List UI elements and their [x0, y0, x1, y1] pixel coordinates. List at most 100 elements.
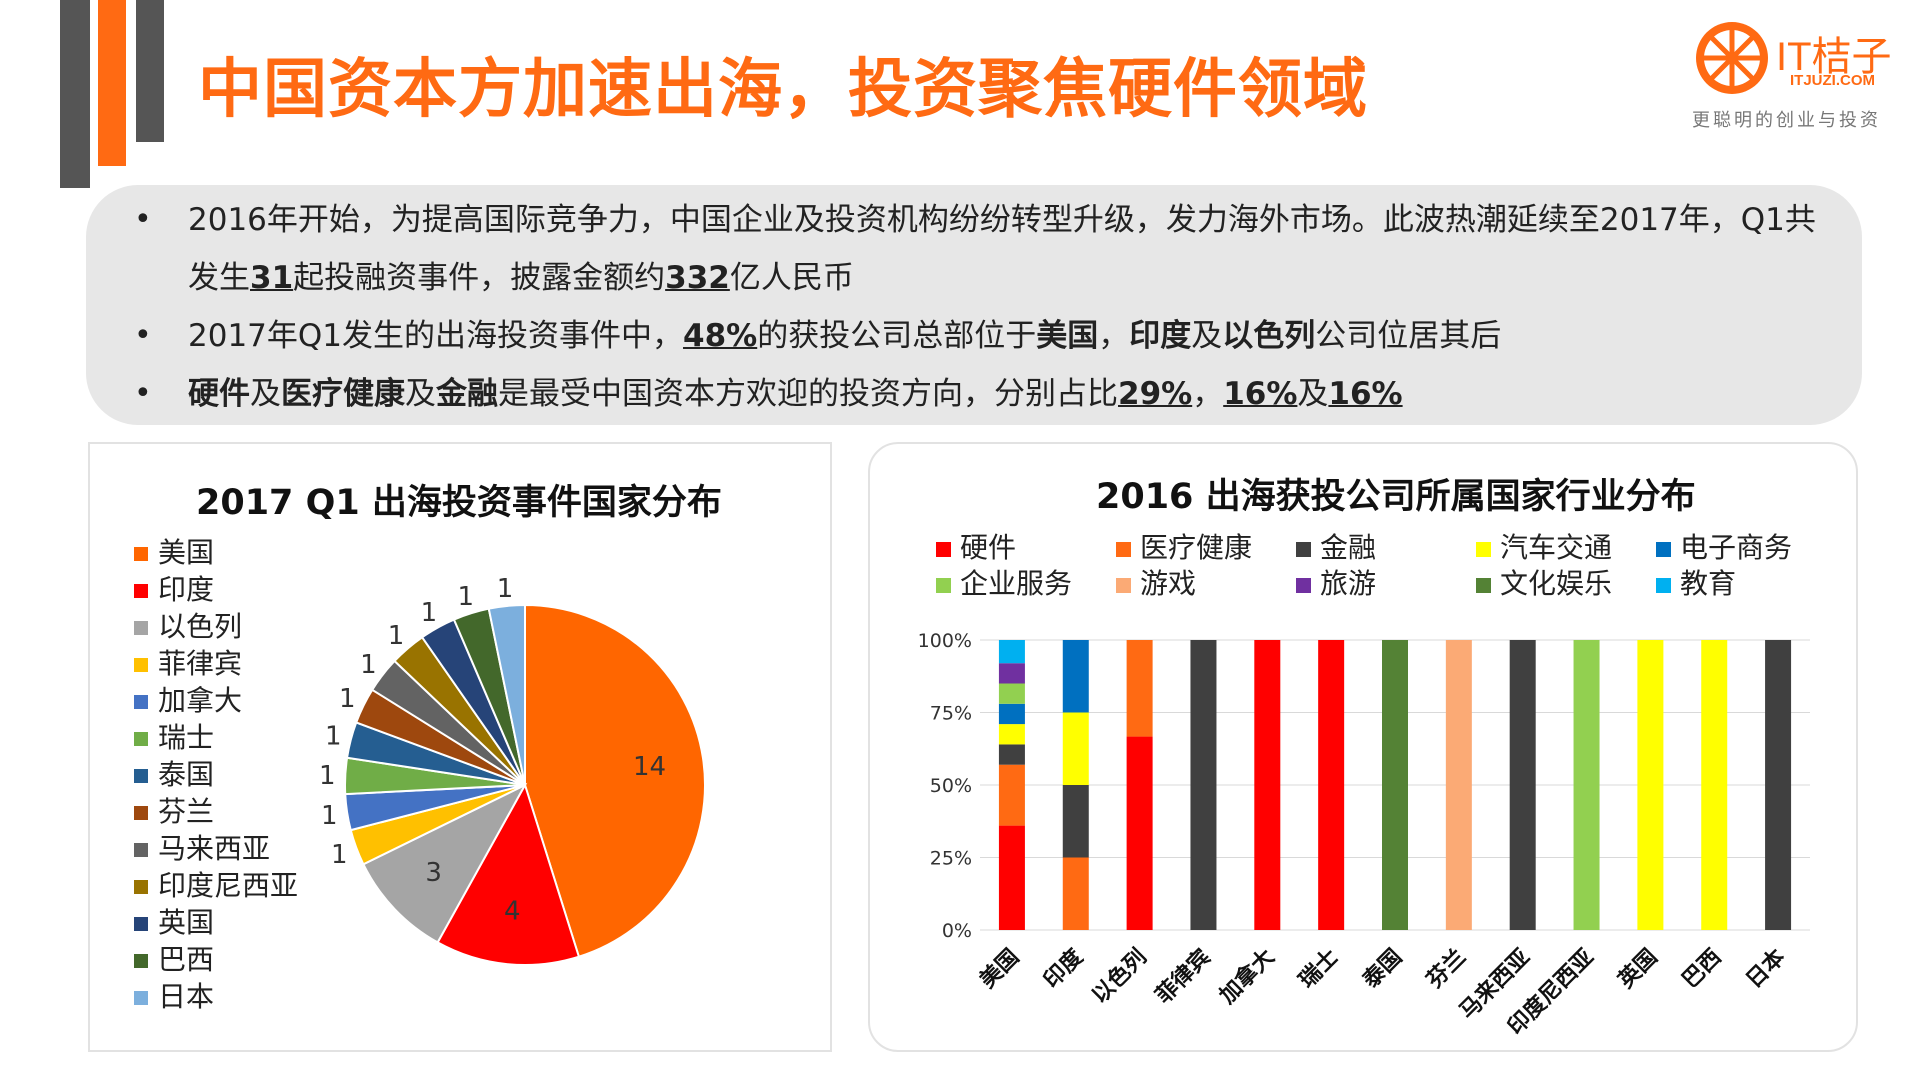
legend-swatch	[134, 621, 148, 635]
legend-label: 芬兰	[158, 795, 215, 828]
pie-data-label: 1	[339, 684, 356, 714]
legend-swatch	[134, 880, 148, 894]
summary-bullet-3: • 硬件及医疗健康及金融是最受中国资本方欢迎的投资方向，分别占比29%，16%及…	[134, 365, 1844, 423]
bar-chart-title: 2016 出海获投公司所属国家行业分布	[1096, 477, 1696, 517]
legend-swatch	[134, 584, 148, 598]
legend-swatch	[1476, 578, 1491, 593]
bar-segment	[998, 683, 1025, 704]
pie-slice	[487, 603, 526, 786]
bar-segment	[1254, 640, 1281, 930]
legend-label: 马来西亚	[158, 832, 271, 865]
pie-data-label: 4	[504, 896, 521, 926]
bullet-dot: •	[134, 202, 152, 237]
bar-segment	[1062, 857, 1089, 930]
bar-segment	[1637, 640, 1664, 930]
b2-country-3: 以色列	[1222, 318, 1316, 354]
pie-data-label: 1	[497, 574, 514, 604]
legend-swatch	[134, 658, 148, 672]
legend-swatch	[134, 547, 148, 561]
bar-segment	[998, 663, 1025, 684]
legend-label: 加拿大	[158, 684, 243, 717]
b3-text-1: 及	[250, 376, 281, 412]
legend-swatch	[1656, 578, 1671, 593]
x-tick-label: 芬兰	[1421, 944, 1471, 994]
brand-name: IT桔子	[1776, 35, 1892, 79]
bar-segment	[998, 764, 1025, 826]
summary-box: • 2016年开始，为提高国际竞争力，中国企业及投资机构纷纷转型升级，发力海外市…	[86, 185, 1862, 425]
b2-share: 48%	[683, 318, 758, 354]
bullet-dot: •	[134, 376, 152, 411]
deco-bar-gray-2	[136, 0, 164, 142]
legend-swatch	[1116, 542, 1131, 557]
b3-text-5: 及	[1297, 376, 1329, 412]
legend-label: 汽车交通	[1500, 531, 1613, 564]
legend-label: 瑞士	[158, 721, 215, 754]
pie-slice	[362, 782, 528, 944]
legend-swatch	[936, 542, 951, 557]
legend-label: 电子商务	[1680, 531, 1793, 564]
bar-segment	[1126, 736, 1153, 930]
legend-label: 医疗健康	[1140, 531, 1253, 564]
b1-deal-count: 31	[250, 260, 294, 296]
bar-segment	[998, 640, 1025, 664]
y-tick-label: 75%	[930, 703, 972, 725]
b3-sector-1: 硬件	[188, 376, 250, 412]
b3-sector-3: 金融	[436, 376, 498, 412]
x-tick-label: 巴西	[1678, 945, 1727, 994]
legend-swatch	[1296, 542, 1311, 557]
bar-segment	[998, 724, 1025, 745]
bar-segment	[1062, 712, 1089, 785]
x-tick-label: 加拿大	[1214, 944, 1280, 1010]
legend-label: 教育	[1680, 567, 1737, 600]
legend-label: 金融	[1320, 531, 1377, 564]
x-tick-label: 泰国	[1358, 945, 1408, 995]
pie-data-label: 1	[457, 582, 474, 612]
page-title: 中国资本方加速出海，投资聚焦硬件领域	[198, 53, 1368, 127]
summary-bullet-2: • 2017年Q1发生的出海投资事件中，48%的获投公司总部位于美国，印度及以色…	[134, 307, 1844, 365]
b2-country-2: 印度	[1129, 318, 1192, 354]
x-tick-label: 瑞士	[1295, 945, 1344, 994]
legend-swatch	[134, 732, 148, 746]
b3-share-1: 29%	[1118, 376, 1193, 412]
legend-swatch	[134, 917, 148, 931]
x-tick-label: 印度	[1039, 943, 1089, 993]
legend-label: 日本	[158, 980, 215, 1013]
x-tick-label: 日本	[1742, 945, 1791, 994]
pie-data-label: 3	[425, 858, 442, 888]
y-tick-label: 25%	[930, 848, 972, 870]
bar-segment	[1190, 640, 1217, 930]
x-tick-label: 美国	[975, 944, 1025, 994]
legend-swatch	[134, 695, 148, 709]
legend-label: 游戏	[1140, 567, 1197, 600]
summary-bullet-1: • 2016年开始，为提高国际竞争力，中国企业及投资机构纷纷转型升级，发力海外市…	[134, 191, 1844, 307]
bar-segment	[1126, 640, 1153, 737]
pie-data-label: 1	[388, 621, 405, 651]
legend-label: 巴西	[158, 943, 215, 976]
bar-segment	[1382, 640, 1408, 930]
b2-country-1: 美国	[1036, 318, 1099, 354]
pie-slice	[524, 603, 706, 958]
legend-swatch	[1656, 542, 1671, 557]
pie-data-label: 1	[360, 650, 377, 680]
bar-segment	[1318, 640, 1345, 930]
legend-label: 硬件	[960, 531, 1017, 564]
legend-swatch	[936, 578, 951, 593]
x-tick-label: 以色列	[1087, 944, 1152, 1009]
bar-segment	[1765, 640, 1792, 930]
legend-label: 以色列	[158, 610, 243, 643]
legend-label: 印度尼西亚	[158, 869, 299, 902]
bar-segment	[1573, 640, 1600, 930]
b2-text-2: 的获投公司总部位于	[757, 318, 1037, 354]
pie-data-label: 1	[321, 801, 338, 831]
brand-url: ITJUZI.COM	[1790, 72, 1875, 89]
b1-text-1: 2016年开始，为提高国际竞争力，中国企业及投资机构纷纷转型升级，发力海外市场。…	[188, 202, 1816, 296]
legend-swatch	[134, 991, 148, 1005]
bar-segment	[1509, 640, 1536, 930]
b2-text-4: 及	[1191, 318, 1223, 354]
b3-share-3: 16%	[1328, 376, 1403, 412]
pie-data-label: 1	[325, 721, 342, 751]
bar-segment	[1701, 640, 1728, 930]
b1-text-2: 起投融资事件，披露金额约	[293, 260, 666, 296]
b3-text-2: 及	[405, 376, 436, 412]
